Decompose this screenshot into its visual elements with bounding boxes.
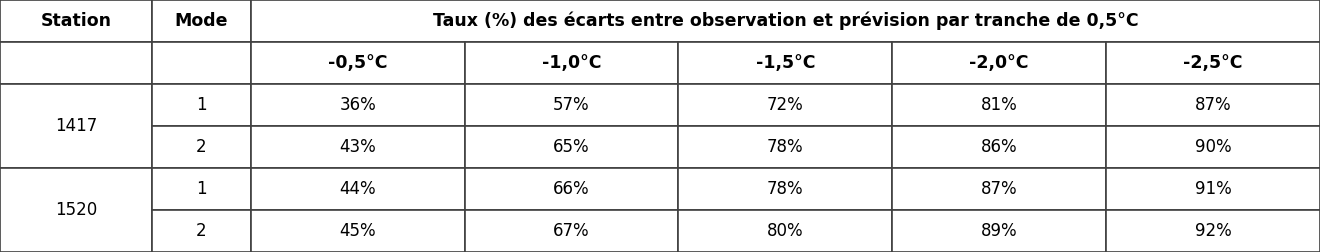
Bar (251, 126, 465, 168)
Text: 92%: 92% (1195, 222, 1232, 240)
Text: 57%: 57% (553, 96, 590, 114)
Text: 45%: 45% (339, 222, 376, 240)
Bar (152, 210, 251, 252)
Bar (465, 84, 678, 126)
Text: 36%: 36% (339, 96, 376, 114)
Bar (678, 126, 892, 168)
Bar (152, 168, 251, 210)
Text: Station: Station (41, 12, 111, 30)
Text: Taux (%) des écarts entre observation et prévision par tranche de 0,5°C: Taux (%) des écarts entre observation et… (433, 12, 1138, 30)
Bar (251, 0, 1320, 42)
Bar (152, 0, 251, 42)
Bar (892, 210, 1106, 252)
Text: 1520: 1520 (54, 201, 98, 219)
Text: 89%: 89% (981, 222, 1018, 240)
Text: 44%: 44% (339, 180, 376, 198)
Text: -1,0°C: -1,0°C (541, 54, 602, 72)
Bar (892, 168, 1106, 210)
Text: 2: 2 (195, 138, 207, 156)
Bar (251, 42, 465, 84)
Bar (678, 84, 892, 126)
Bar (892, 126, 1106, 168)
Bar (251, 168, 465, 210)
Text: 67%: 67% (553, 222, 590, 240)
Text: 72%: 72% (767, 96, 804, 114)
Bar (0, 42, 152, 84)
Bar (678, 42, 892, 84)
Text: 78%: 78% (767, 180, 804, 198)
Text: 1: 1 (195, 96, 207, 114)
Text: 1417: 1417 (54, 117, 98, 135)
Bar (0, 84, 152, 168)
Text: -0,5°C: -0,5°C (327, 54, 388, 72)
Bar (892, 42, 1106, 84)
Bar (251, 210, 465, 252)
Text: Mode: Mode (174, 12, 228, 30)
Text: 86%: 86% (981, 138, 1018, 156)
Bar (152, 126, 251, 168)
Bar (152, 84, 251, 126)
Bar (1106, 210, 1320, 252)
Bar (0, 168, 152, 252)
Text: 2: 2 (195, 222, 207, 240)
Bar (251, 84, 465, 126)
Text: 78%: 78% (767, 138, 804, 156)
Text: 87%: 87% (981, 180, 1018, 198)
Text: 65%: 65% (553, 138, 590, 156)
Bar (1106, 126, 1320, 168)
Text: -2,5°C: -2,5°C (1183, 54, 1243, 72)
Text: 91%: 91% (1195, 180, 1232, 198)
Bar (1106, 84, 1320, 126)
Bar (465, 126, 678, 168)
Text: 87%: 87% (1195, 96, 1232, 114)
Text: 66%: 66% (553, 180, 590, 198)
Bar (465, 210, 678, 252)
Text: 90%: 90% (1195, 138, 1232, 156)
Bar (892, 84, 1106, 126)
Bar (678, 210, 892, 252)
Text: 1: 1 (195, 180, 207, 198)
Bar (152, 42, 251, 84)
Text: 43%: 43% (339, 138, 376, 156)
Text: 80%: 80% (767, 222, 804, 240)
Text: -2,0°C: -2,0°C (969, 54, 1030, 72)
Bar (465, 168, 678, 210)
Bar (1106, 168, 1320, 210)
Bar (1106, 42, 1320, 84)
Text: 81%: 81% (981, 96, 1018, 114)
Bar (0, 0, 152, 42)
Bar (678, 168, 892, 210)
Bar (465, 42, 678, 84)
Text: -1,5°C: -1,5°C (755, 54, 816, 72)
